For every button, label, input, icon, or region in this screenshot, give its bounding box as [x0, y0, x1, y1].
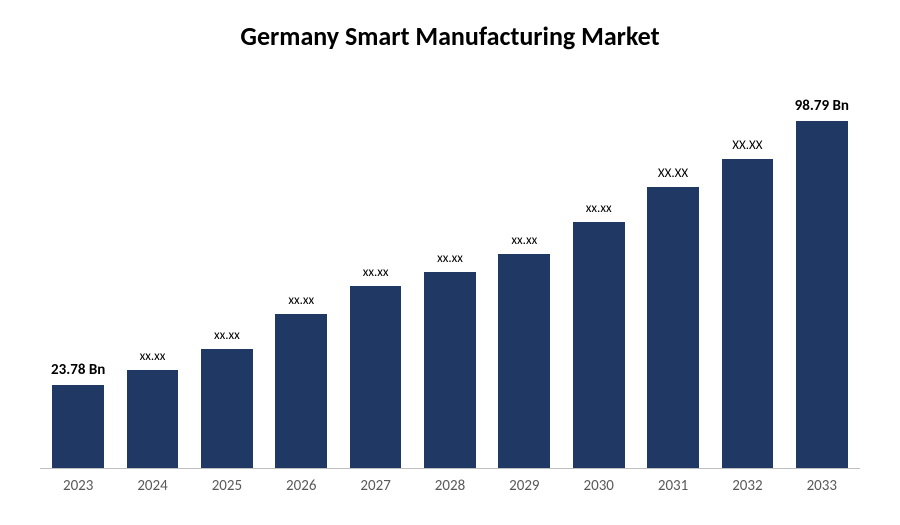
bar: [573, 222, 625, 468]
bar: [275, 314, 327, 468]
bar-slot: xx.xx: [119, 82, 185, 468]
bar-value-label: xx.xx: [437, 251, 463, 266]
bar-slot: 23.78 Bn: [45, 82, 111, 468]
x-tick-label: 2026: [268, 477, 334, 495]
plot-area: 23.78 Bn xx.xx xx.xx xx.xx xx.xx xx.xx xx.xx xx…: [40, 82, 860, 469]
x-tick-label: 2033: [789, 477, 855, 495]
bar-value-label: XX.XX: [658, 166, 688, 181]
bar-value-label: xx.xx: [363, 265, 389, 280]
bar: [127, 370, 179, 468]
x-tick-label: 2031: [640, 477, 706, 495]
bar: [796, 121, 848, 468]
bar-value-label: XX.XX: [732, 138, 762, 153]
bar-slot: XX.XX: [640, 82, 706, 468]
bar-slot: xx.xx: [268, 82, 334, 468]
bar-value-label: 23.78 Bn: [51, 361, 105, 379]
bar: [722, 159, 774, 468]
bar-slot: xx.xx: [566, 82, 632, 468]
x-axis: 2023 2024 2025 2026 2027 2028 2029 2030 2031 2032…: [40, 469, 860, 495]
bar-value-label: 98.79 Bn: [795, 97, 849, 115]
bar: [647, 187, 699, 468]
x-tick-label: 2024: [119, 477, 185, 495]
bar-slot: xx.xx: [491, 82, 557, 468]
bar-value-label: xx.xx: [214, 328, 240, 343]
x-tick-label: 2023: [45, 477, 111, 495]
bar: [424, 272, 476, 469]
bar-slot: 98.79 Bn: [789, 82, 855, 468]
bar: [201, 349, 253, 468]
chart-container: Germany Smart Manufacturing Market 23.78…: [0, 0, 900, 525]
x-tick-label: 2030: [566, 477, 632, 495]
chart-title: Germany Smart Manufacturing Market: [40, 20, 860, 52]
x-tick-label: 2027: [342, 477, 408, 495]
bar-value-label: xx.xx: [586, 201, 612, 216]
bar-slot: XX.XX: [714, 82, 780, 468]
bar-value-label: xx.xx: [288, 293, 314, 308]
x-tick-label: 2028: [417, 477, 483, 495]
x-tick-label: 2029: [491, 477, 557, 495]
bar-slot: xx.xx: [417, 82, 483, 468]
bar: [350, 286, 402, 468]
bar-slot: xx.xx: [342, 82, 408, 468]
x-tick-label: 2025: [194, 477, 260, 495]
bar-value-label: xx.xx: [140, 349, 166, 364]
bar: [498, 254, 550, 468]
bar-slot: xx.xx: [194, 82, 260, 468]
x-tick-label: 2032: [714, 477, 780, 495]
bar-value-label: xx.xx: [511, 233, 537, 248]
bar: [52, 385, 104, 468]
